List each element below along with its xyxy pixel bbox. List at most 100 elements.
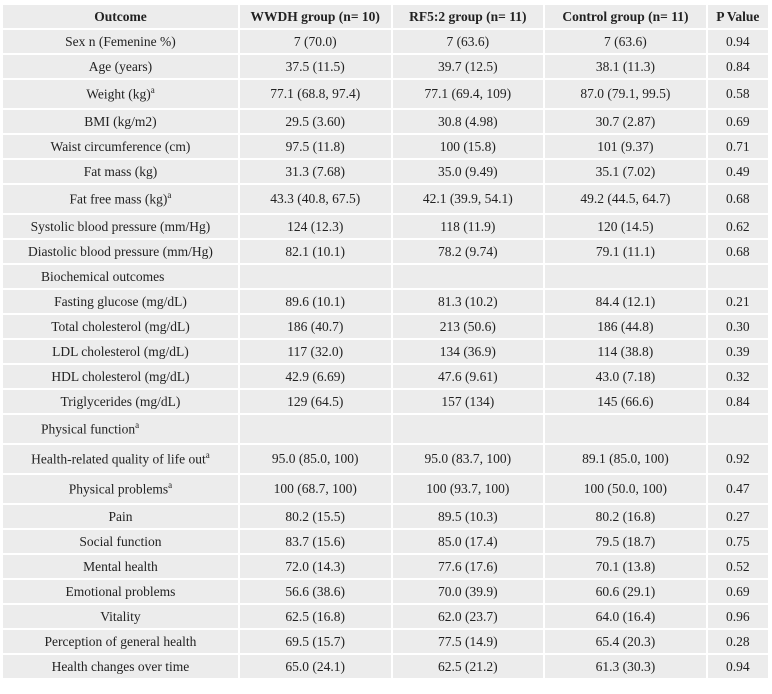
value-cell: 56.6 (38.6) <box>239 580 391 603</box>
outcome-label: Age (years) <box>88 58 153 74</box>
outcome-cell: Waist circumference (cm) <box>3 135 238 158</box>
empty-cell <box>392 415 544 443</box>
empty-cell <box>239 415 391 443</box>
value-cell: 37.5 (11.5) <box>239 55 391 78</box>
header-cell: RF5:2 group (n= 11) <box>392 5 544 28</box>
value-cell: 0.52 <box>707 555 768 578</box>
table-row: Triglycerides (mg/dL) 129 (64.5) 157 (134)… <box>3 390 768 413</box>
value-cell: 82.1 (10.1) <box>239 240 391 263</box>
value-cell: 0.28 <box>707 630 768 653</box>
value-cell: 100 (93.7, 100) <box>392 475 544 503</box>
outcome-label: Triglycerides (mg/dL) <box>60 393 181 409</box>
value-cell: 78.2 (9.74) <box>392 240 544 263</box>
value-cell: 30.8 (4.98) <box>392 110 544 133</box>
value-cell: 35.0 (9.49) <box>392 160 544 183</box>
table-row: Weight (kg)a 77.1 (68.8, 97.4) 77.1 (69.4,… <box>3 80 768 108</box>
value-cell: 0.49 <box>707 160 768 183</box>
outcome-label: Emotional problems <box>65 583 176 599</box>
value-cell: 64.0 (16.4) <box>545 605 706 628</box>
value-cell: 62.5 (16.8) <box>239 605 391 628</box>
value-cell: 80.2 (16.8) <box>545 505 706 528</box>
outcome-cell: Diastolic blood pressure (mm/Hg) <box>3 240 238 263</box>
value-cell: 69.5 (15.7) <box>239 630 391 653</box>
results-table: Outcome WWDH group (n= 10) RF5:2 group (n=… <box>1 3 770 680</box>
footnote-mark: a <box>168 480 173 491</box>
value-cell: 72.0 (14.3) <box>239 555 391 578</box>
value-cell: 47.6 (9.61) <box>392 365 544 388</box>
value-cell: 186 (40.7) <box>239 315 391 338</box>
value-cell: 42.1 (39.9, 54.1) <box>392 185 544 213</box>
empty-cell <box>239 265 391 288</box>
table-row: Pain 80.2 (15.5) 89.5 (10.3) 80.2 (16.8) 0.2… <box>3 505 768 528</box>
value-cell: 38.1 (11.3) <box>545 55 706 78</box>
outcome-label: Waist circumference (cm) <box>50 138 191 154</box>
empty-cell <box>545 415 706 443</box>
table-row: Diastolic blood pressure (mm/Hg) 82.1 (10… <box>3 240 768 263</box>
outcome-label: Fat free mass (kg) <box>69 191 168 207</box>
footnote-mark: a <box>135 420 140 431</box>
value-cell: 97.5 (11.8) <box>239 135 391 158</box>
value-cell: 81.3 (10.2) <box>392 290 544 313</box>
value-cell: 0.69 <box>707 110 768 133</box>
outcome-cell: Fat free mass (kg)a <box>3 185 238 213</box>
value-cell: 0.94 <box>707 30 768 53</box>
table-row: Health-related quality of life outa 95.0 … <box>3 445 768 473</box>
outcome-label: Health-related quality of life out <box>31 451 206 467</box>
outcome-cell: Pain <box>3 505 238 528</box>
value-cell: 62.5 (21.2) <box>392 655 544 678</box>
empty-cell <box>545 265 706 288</box>
table-row: Physical functiona <box>3 415 768 443</box>
empty-cell <box>392 265 544 288</box>
value-cell: 134 (36.9) <box>392 340 544 363</box>
value-cell: 114 (38.8) <box>545 340 706 363</box>
value-cell: 95.0 (85.0, 100) <box>239 445 391 473</box>
value-cell: 117 (32.0) <box>239 340 391 363</box>
value-cell: 0.39 <box>707 340 768 363</box>
value-cell: 49.2 (44.5, 64.7) <box>545 185 706 213</box>
value-cell: 0.84 <box>707 390 768 413</box>
outcome-cell: Vitality <box>3 605 238 628</box>
value-cell: 35.1 (7.02) <box>545 160 706 183</box>
value-cell: 77.1 (68.8, 97.4) <box>239 80 391 108</box>
value-cell: 42.9 (6.69) <box>239 365 391 388</box>
value-cell: 83.7 (15.6) <box>239 530 391 553</box>
header-cell: WWDH group (n= 10) <box>239 5 391 28</box>
value-cell: 65.0 (24.1) <box>239 655 391 678</box>
outcome-cell: Emotional problems <box>3 580 238 603</box>
outcome-cell: Systolic blood pressure (mm/Hg) <box>3 215 238 238</box>
value-cell: 100 (50.0, 100) <box>545 475 706 503</box>
value-cell: 120 (14.5) <box>545 215 706 238</box>
table-row: Age (years) 37.5 (11.5) 39.7 (12.5) 38.1 (1… <box>3 55 768 78</box>
value-cell: 30.7 (2.87) <box>545 110 706 133</box>
value-cell: 7 (63.6) <box>392 30 544 53</box>
outcome-cell: Mental health <box>3 555 238 578</box>
table-row: Social function 83.7 (15.6) 85.0 (17.4) 79.… <box>3 530 768 553</box>
value-cell: 101 (9.37) <box>545 135 706 158</box>
value-cell: 0.30 <box>707 315 768 338</box>
outcome-cell: Physical functiona <box>3 415 238 443</box>
value-cell: 65.4 (20.3) <box>545 630 706 653</box>
outcome-cell: Total cholesterol (mg/dL) <box>3 315 238 338</box>
value-cell: 0.58 <box>707 80 768 108</box>
value-cell: 0.69 <box>707 580 768 603</box>
value-cell: 62.0 (23.7) <box>392 605 544 628</box>
table-row: Total cholesterol (mg/dL) 186 (40.7) 213 (… <box>3 315 768 338</box>
value-cell: 0.47 <box>707 475 768 503</box>
value-cell: 89.1 (85.0, 100) <box>545 445 706 473</box>
outcome-label: Social function <box>79 533 162 549</box>
outcome-cell: Social function <box>3 530 238 553</box>
outcome-cell: LDL cholesterol (mg/dL) <box>3 340 238 363</box>
empty-cell <box>707 265 768 288</box>
value-cell: 0.94 <box>707 655 768 678</box>
outcome-label: Health changes over time <box>51 658 190 674</box>
value-cell: 70.1 (13.8) <box>545 555 706 578</box>
table-row: Fat free mass (kg)a 43.3 (40.8, 67.5) 42.1… <box>3 185 768 213</box>
outcome-label: HDL cholesterol (mg/dL) <box>51 368 190 384</box>
outcome-label: Physical function <box>41 421 136 437</box>
value-cell: 84.4 (12.1) <box>545 290 706 313</box>
outcome-label: Systolic blood pressure (mm/Hg) <box>30 218 211 234</box>
value-cell: 0.96 <box>707 605 768 628</box>
table-row: LDL cholesterol (mg/dL) 117 (32.0) 134 (36… <box>3 340 768 363</box>
table-row: Vitality 62.5 (16.8) 62.0 (23.7) 64.0 (16.4… <box>3 605 768 628</box>
outcome-cell: HDL cholesterol (mg/dL) <box>3 365 238 388</box>
